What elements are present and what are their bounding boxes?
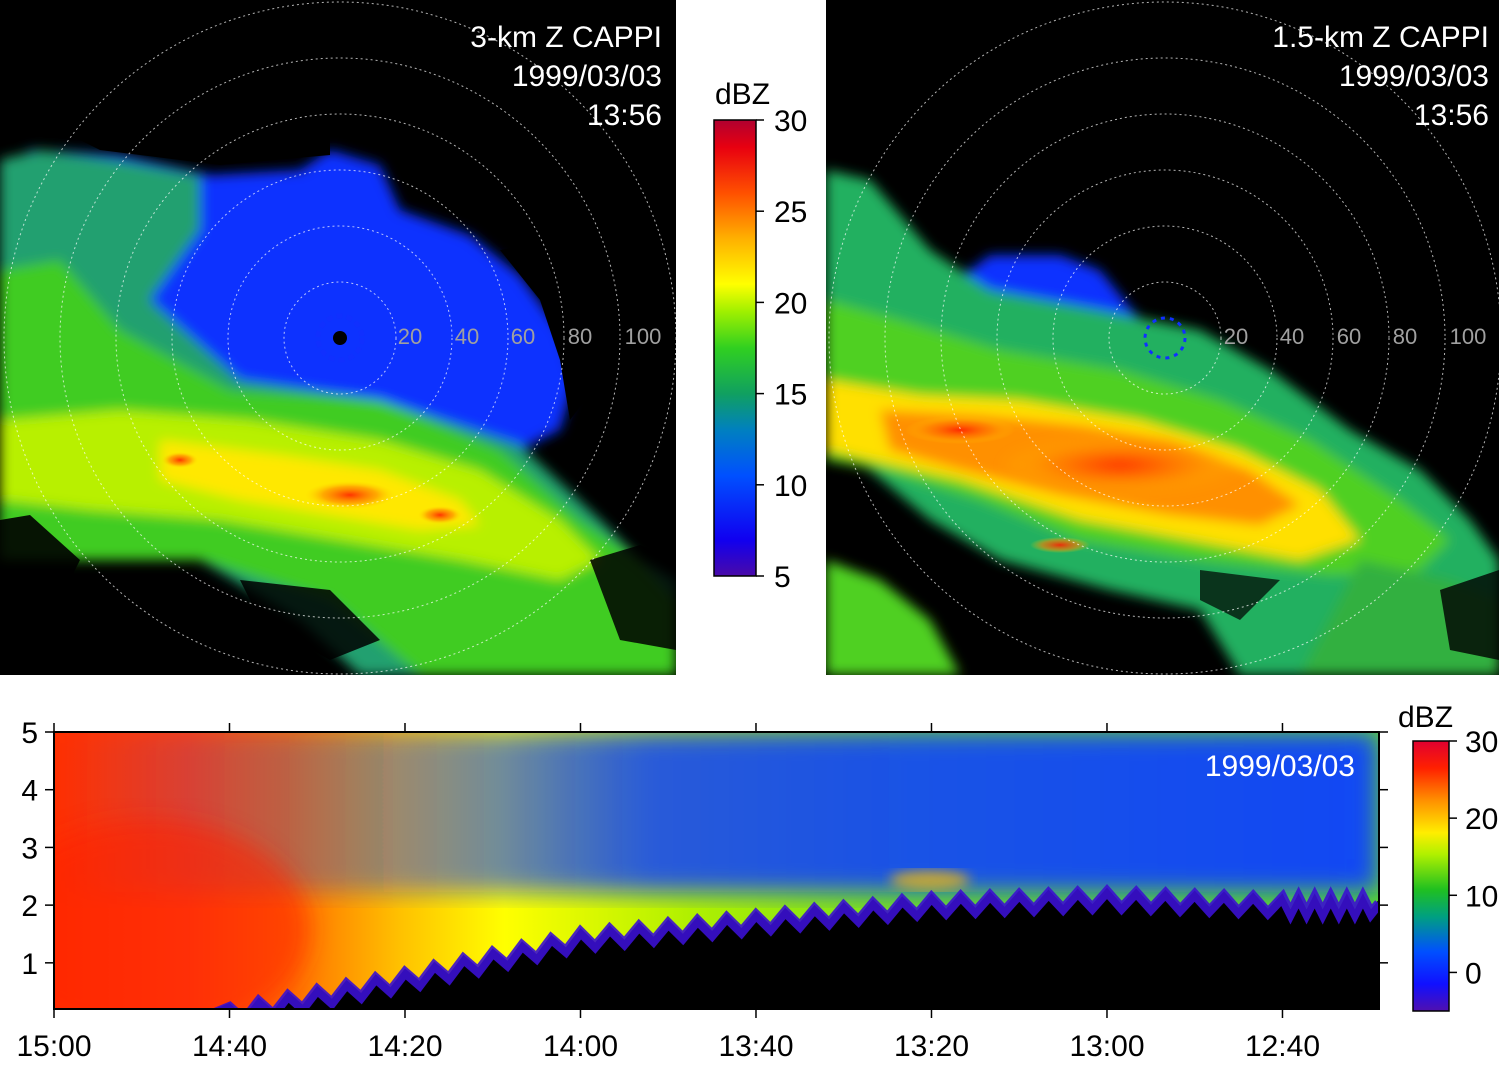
panel-1p5km-cappi: 20 40 60 80 100 1.5-km Z CAPPI 1999/03/0…	[826, 0, 1499, 675]
range-ring-labels-p2: 20 40 60 80 100	[1224, 324, 1487, 349]
title-line-2-p1: 1999/03/03	[512, 60, 662, 93]
title-line-2-p2: 1999/03/03	[1339, 60, 1489, 93]
time-height-frame	[53, 731, 1380, 1010]
colorbar-top-ticks: 5 10 15 20 25 30	[756, 105, 807, 594]
ring-label-100-p2: 100	[1450, 324, 1487, 349]
title-line-1-p2: 1.5-km Z CAPPI	[1272, 21, 1489, 54]
ring-label-20-p1: 20	[398, 324, 422, 349]
radar-site-p1	[315, 313, 365, 363]
colorbar-bottom-bar	[1412, 740, 1450, 1012]
time-height-annotation: 1999/03/03	[1205, 750, 1355, 783]
colorbar-top-ticklabel: 30	[774, 105, 807, 138]
echo-gap-2	[240, 580, 380, 660]
panel-title-p2: 1.5-km Z CAPPI 1999/03/03 13:56	[1272, 21, 1489, 132]
bright-streak	[890, 870, 970, 890]
colorbar-top-label: dBZ	[715, 78, 770, 111]
range-ring-labels-p1: 20 40 60 80 100	[398, 324, 662, 349]
time-ticklabel: 13:40	[718, 1030, 793, 1063]
radar-site-p2	[1143, 316, 1187, 360]
colorbar-bottom: dBZ 0 10 20 30	[1398, 701, 1498, 1012]
colorbar-bottom-ticklabel: 10	[1465, 880, 1498, 913]
core-cell-3	[418, 506, 462, 524]
colorbar-top-ticklabel: 20	[774, 287, 807, 320]
colorbar-bottom-label: dBZ	[1398, 701, 1453, 734]
ring-label-60-p1: 60	[511, 324, 535, 349]
colorbar-top-ticklabel: 10	[774, 470, 807, 503]
colorbar-top-ticklabel: 25	[774, 196, 807, 229]
time-ticklabel: 13:00	[1069, 1030, 1144, 1063]
height-axis: 1 2 3 4 5	[21, 717, 1388, 981]
ring-label-80-p1: 80	[568, 324, 592, 349]
panel-3km-cappi: 20 40 60 80 100 3-km Z CAPPI 1999/03/03 …	[0, 0, 676, 675]
echo-gap-6	[1200, 570, 1280, 620]
colorbar-bottom-ticklabel: 30	[1465, 726, 1498, 759]
time-axis: 15:00 14:40 14:20 14:00 13:40 13:20 13:00 12:40	[16, 723, 1320, 1063]
colorbar-bottom-ticklabel: 20	[1465, 803, 1498, 836]
title-line-3-p1: 13:56	[587, 99, 662, 132]
echo-base-edge	[54, 884, 1379, 1009]
time-ticklabel: 14:40	[192, 1030, 267, 1063]
range-rings-p2	[828, 1, 1499, 675]
ring-label-80-p2: 80	[1393, 324, 1417, 349]
time-ticklabel: 13:20	[894, 1030, 969, 1063]
ring-label-20-p2: 20	[1224, 324, 1248, 349]
core-cell-5	[905, 416, 1015, 444]
ring-label-100-p1: 100	[625, 324, 662, 349]
height-ticklabel: 5	[21, 717, 38, 750]
core-cell-2	[162, 452, 198, 468]
colorbar-top-ticklabel: 15	[774, 379, 807, 412]
echo-gap-5	[60, 100, 330, 165]
below-echo-region	[54, 887, 1379, 1009]
colorbar-top: dBZ 5 10 15 20 25 30	[713, 78, 807, 594]
core-cell-4	[1000, 437, 1240, 493]
time-ticklabel: 14:00	[543, 1030, 618, 1063]
echo-gap-4	[500, 240, 620, 420]
echo-gap-7	[1440, 570, 1499, 660]
time-ticklabel: 14:20	[367, 1030, 442, 1063]
height-ticklabel: 1	[21, 948, 38, 981]
time-ticklabel: 12:40	[1245, 1030, 1320, 1063]
colorbar-top-bar	[713, 119, 757, 577]
ring-label-40-p1: 40	[455, 324, 479, 349]
colorbar-bottom-ticks: 0 10 20 30	[1449, 726, 1498, 990]
core-cell-1	[305, 481, 395, 509]
range-rings-p1	[3, 1, 676, 675]
colorbar-top-ticklabel: 5	[774, 561, 791, 594]
core-cell-6	[1030, 537, 1090, 553]
height-ticklabel: 2	[21, 890, 38, 923]
title-line-1-p1: 3-km Z CAPPI	[470, 21, 662, 54]
title-line-3-p2: 13:56	[1414, 99, 1489, 132]
panel-title-p1: 3-km Z CAPPI 1999/03/03 13:56	[470, 21, 662, 132]
ring-label-60-p2: 60	[1337, 324, 1361, 349]
colorbar-bottom-ticklabel: 0	[1465, 957, 1482, 990]
echo-gap-1	[0, 515, 80, 610]
echo-gap-3	[590, 545, 676, 650]
height-ticklabel: 4	[21, 775, 38, 808]
time-ticklabel: 15:00	[16, 1030, 91, 1063]
panel-time-height: 15:00 14:40 14:20 14:00 13:40 13:20 13:00 12:40…	[16, 717, 1388, 1063]
low-level-core	[54, 820, 310, 1009]
height-ticklabel: 3	[21, 832, 38, 865]
ring-label-40-p2: 40	[1280, 324, 1304, 349]
